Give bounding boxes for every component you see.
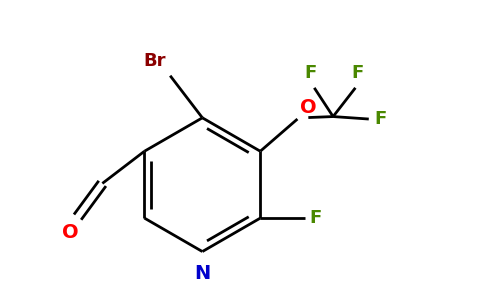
Text: O: O: [62, 223, 78, 242]
Text: F: F: [310, 209, 322, 227]
Text: F: F: [352, 64, 364, 82]
Text: N: N: [194, 264, 211, 283]
Text: F: F: [375, 110, 387, 128]
Text: F: F: [304, 64, 317, 82]
Text: O: O: [300, 98, 317, 117]
Text: Br: Br: [144, 52, 166, 70]
